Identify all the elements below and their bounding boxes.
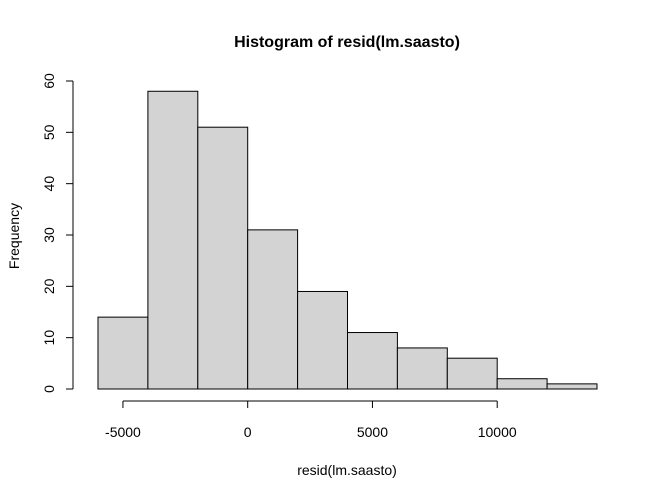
histogram-bar-5 bbox=[347, 332, 398, 390]
histogram-bar-0 bbox=[97, 316, 149, 390]
x-axis-label: resid(lm.saasto) bbox=[297, 462, 397, 478]
y-tick-label-2: 20 bbox=[41, 278, 57, 294]
y-tick-label-6: 60 bbox=[41, 73, 57, 89]
y-tick-label-5: 50 bbox=[41, 124, 57, 140]
chart-title: Histogram of resid(lm.saasto) bbox=[234, 34, 460, 51]
x-tick-label-0: -5000 bbox=[105, 424, 141, 440]
x-tick-label-2: 5000 bbox=[357, 424, 388, 440]
histogram-bar-8 bbox=[496, 378, 548, 390]
histogram-bar-7 bbox=[446, 357, 498, 390]
histogram-bar-4 bbox=[297, 290, 349, 390]
histogram-bar-6 bbox=[396, 347, 448, 390]
x-tick-label-1: 0 bbox=[244, 424, 252, 440]
y-tick-label-4: 40 bbox=[41, 176, 57, 192]
y-tick-label-3: 30 bbox=[41, 227, 57, 243]
y-tick-label-0: 0 bbox=[41, 385, 57, 393]
y-axis: 0 10 20 30 40 50 60 bbox=[41, 73, 74, 393]
y-tick-label-1: 10 bbox=[41, 330, 57, 346]
histogram-bar-2 bbox=[197, 126, 249, 390]
y-axis-label: Frequency bbox=[6, 203, 22, 269]
histogram-bar-9 bbox=[546, 383, 598, 390]
bars-group bbox=[97, 90, 598, 390]
x-axis: -5000 0 5000 10000 bbox=[105, 400, 517, 440]
x-tick-label-3: 10000 bbox=[478, 424, 517, 440]
histogram-bar-1 bbox=[147, 90, 199, 390]
histogram-bar-3 bbox=[247, 229, 299, 390]
